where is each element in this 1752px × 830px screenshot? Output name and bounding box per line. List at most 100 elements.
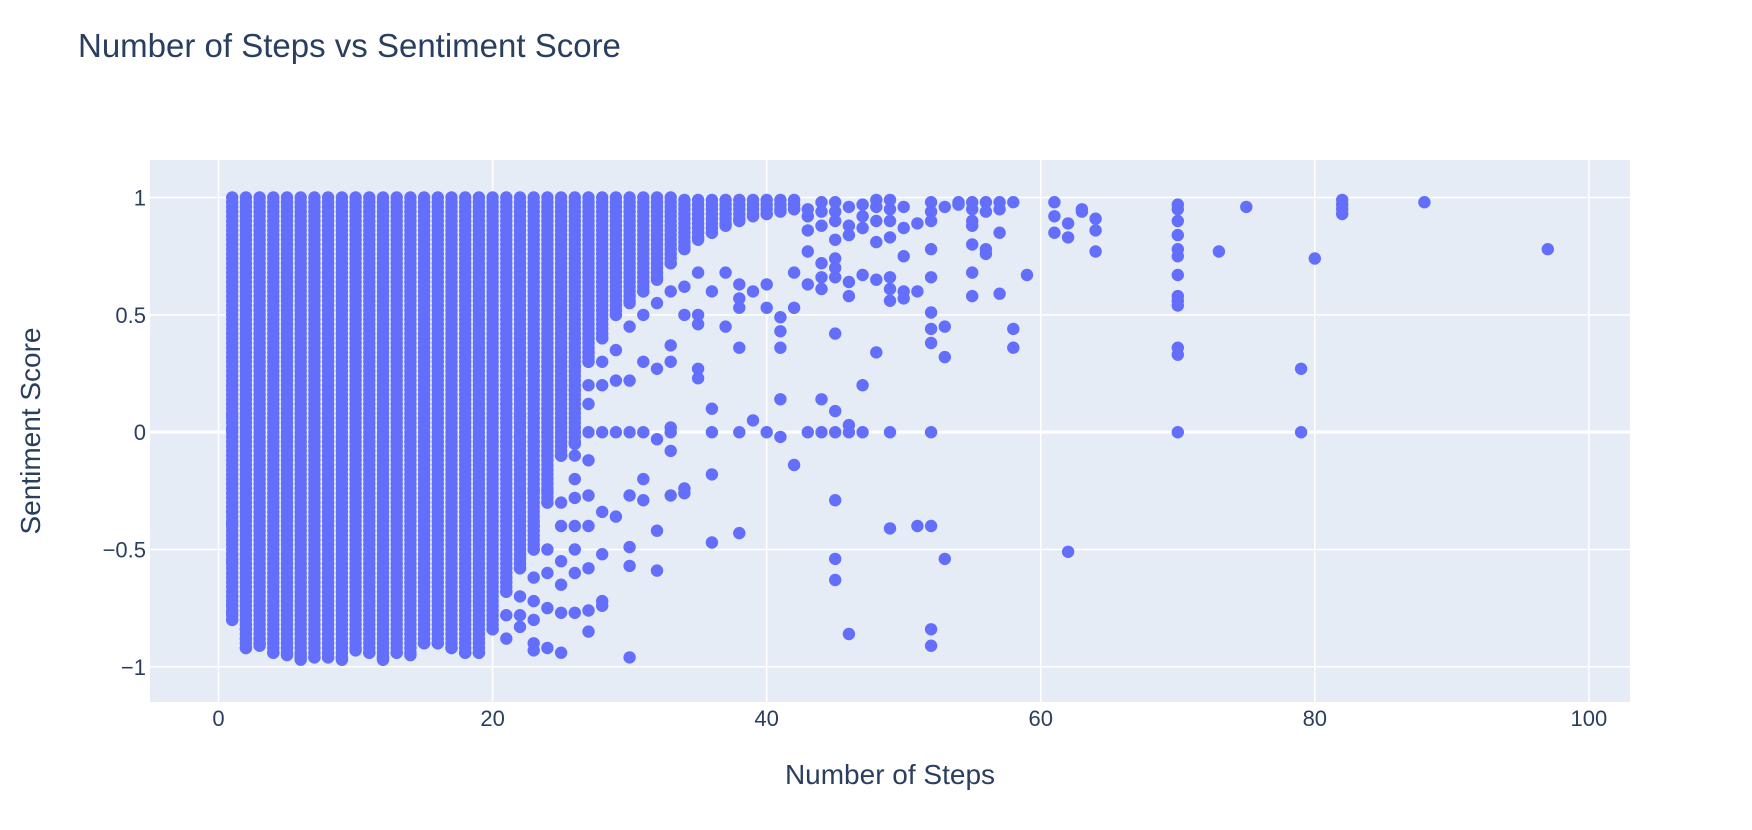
data-point (226, 477, 239, 490)
data-point (815, 219, 828, 232)
data-point (554, 606, 568, 619)
data-point (568, 383, 581, 397)
y-tick-label: −0.5 (103, 537, 146, 562)
data-point (568, 543, 581, 556)
data-point (513, 454, 527, 467)
data-point (1240, 200, 1253, 214)
data-point (774, 393, 787, 406)
data-point (746, 414, 760, 427)
data-point (691, 372, 705, 385)
data-point (829, 494, 842, 507)
data-point (596, 599, 609, 612)
data-point (650, 433, 664, 446)
data-point (513, 367, 527, 380)
data-point (911, 519, 924, 533)
data-point (801, 426, 814, 439)
data-point (966, 266, 979, 279)
data-point (568, 606, 581, 619)
data-point (924, 623, 938, 636)
data-point (500, 397, 513, 411)
data-point (870, 214, 883, 228)
data-point (856, 268, 869, 282)
data-point (870, 346, 883, 359)
data-point (527, 332, 540, 345)
data-point (1061, 231, 1075, 244)
data-point (719, 219, 732, 232)
data-point (554, 449, 568, 462)
data-point (664, 426, 677, 439)
y-tick-label: −1 (121, 655, 146, 680)
data-point (226, 423, 239, 436)
data-point (774, 205, 787, 218)
data-point (897, 292, 910, 305)
data-point (691, 318, 705, 331)
data-point (1294, 426, 1308, 439)
data-point (1336, 207, 1349, 221)
data-point (760, 301, 773, 314)
data-point (829, 404, 842, 418)
data-point (1171, 426, 1185, 439)
data-point (349, 644, 362, 657)
x-axis-title: Number of Steps (785, 759, 995, 790)
data-point (513, 562, 527, 575)
x-tick-label: 40 (754, 706, 778, 731)
data-point (637, 472, 650, 486)
x-tick-label: 60 (1028, 706, 1052, 731)
data-point (609, 510, 623, 523)
data-point (691, 362, 705, 375)
data-point (335, 651, 349, 664)
data-point (691, 308, 705, 322)
data-point (513, 609, 527, 622)
data-point (500, 585, 513, 598)
data-point (568, 437, 581, 451)
data-point (527, 519, 540, 533)
data-point (815, 282, 828, 296)
data-point (829, 271, 842, 284)
data-point (596, 355, 609, 368)
data-point (445, 641, 458, 655)
data-point (554, 646, 568, 659)
data-point (582, 397, 595, 411)
data-point (924, 196, 938, 209)
data-point (897, 200, 910, 214)
data-point (623, 426, 636, 439)
data-point (1007, 341, 1020, 354)
data-point (842, 200, 856, 214)
data-point (966, 238, 979, 251)
data-point (527, 543, 540, 556)
data-point (623, 651, 636, 664)
data-point (829, 196, 842, 209)
data-point (500, 379, 513, 392)
y-tick-label: 0 (134, 420, 146, 445)
data-point (664, 257, 677, 270)
data-point (1089, 245, 1102, 258)
data-point (829, 214, 842, 228)
data-point (829, 261, 842, 275)
data-point (417, 637, 431, 650)
data-point (280, 641, 294, 655)
data-point (801, 278, 814, 291)
data-point (787, 301, 801, 314)
data-point (609, 308, 623, 322)
data-point (719, 266, 732, 279)
data-point (554, 308, 568, 322)
data-point (568, 449, 581, 462)
data-point (253, 637, 266, 650)
data-point (554, 578, 568, 591)
data-point (705, 285, 719, 298)
data-point (486, 623, 499, 636)
data-point (239, 641, 253, 655)
data-point (637, 355, 650, 368)
data-point (966, 289, 979, 303)
data-point (527, 571, 540, 584)
data-point (897, 250, 910, 263)
data-point (911, 217, 924, 230)
data-point (1171, 250, 1185, 263)
data-point (774, 311, 787, 324)
data-point (472, 646, 486, 659)
data-points (226, 191, 1555, 666)
x-tick-label: 20 (480, 706, 504, 731)
data-point (596, 426, 609, 439)
data-point (924, 306, 938, 319)
